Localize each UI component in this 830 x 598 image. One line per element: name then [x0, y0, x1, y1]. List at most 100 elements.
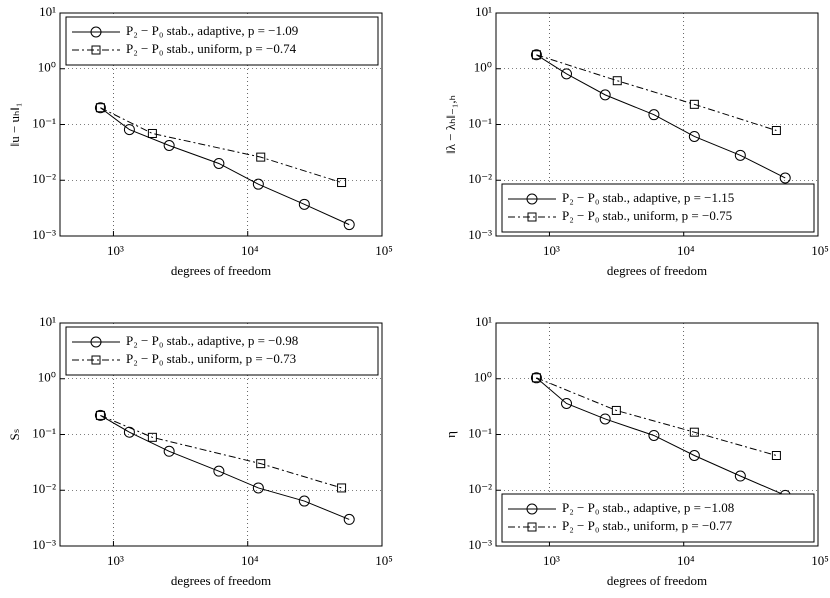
series-line: [536, 377, 777, 456]
marker: [779, 172, 791, 184]
subplot: 10³ 10⁴ 10⁵ 10⁻³ 10⁻² 10⁻¹ 10⁰ 10¹ degrees of fr…: [7, 314, 393, 588]
legend-label: P₂ − P₀ stab., uniform, p = −0.77: [562, 518, 733, 533]
marker: [612, 76, 622, 86]
legend: P₂ − P₀ stab., adaptive, p = −0.98 P₂ − P…: [65, 326, 379, 376]
y-tick-label: 10⁻³: [468, 537, 492, 552]
marker: [94, 409, 106, 421]
series-line: [100, 107, 350, 226]
marker: [527, 212, 537, 222]
y-tick-label: 10⁻³: [468, 227, 492, 242]
marker: [771, 451, 781, 461]
x-tick-label: 10⁵: [375, 243, 393, 258]
marker: [252, 178, 264, 190]
marker: [599, 413, 611, 425]
marker: [298, 495, 310, 507]
series-line: [536, 377, 786, 496]
y-tick-label: 10⁻¹: [32, 425, 56, 440]
legend-box: [501, 493, 815, 543]
y-tick-label: 10⁻²: [32, 171, 56, 186]
marker: [530, 372, 542, 384]
marker: [123, 124, 135, 136]
marker: [734, 470, 746, 482]
axes-frame: [59, 322, 383, 547]
marker: [527, 522, 537, 532]
series-line: [100, 107, 342, 184]
subplot: 10³ 10⁴ 10⁵ 10⁻³ 10⁻² 10⁻¹ 10⁰ 10¹ degrees of fr…: [7, 4, 393, 278]
marker: [561, 397, 573, 409]
x-axis-label: degrees of freedom: [171, 573, 271, 588]
x-tick-label: 10³: [107, 243, 124, 258]
legend: P₂ − P₀ stab., adaptive, p = −1.08 P₂ − P…: [501, 493, 815, 543]
axes-frame: [495, 12, 819, 237]
marker: [530, 49, 542, 61]
marker: [688, 130, 700, 142]
x-tick-label: 10⁵: [375, 553, 393, 568]
legend-label: P₂ − P₀ stab., adaptive, p = −0.98: [126, 333, 298, 348]
marker: [561, 68, 573, 80]
marker: [256, 459, 266, 469]
x-axis-label: degrees of freedom: [607, 573, 707, 588]
legend-box: [65, 16, 379, 66]
legend-label: P₂ − P₀ stab., adaptive, p = −1.09: [126, 23, 298, 38]
marker: [147, 128, 157, 138]
y-tick-label: 10¹: [475, 4, 492, 19]
marker: [163, 445, 175, 457]
series-line: [100, 414, 350, 520]
x-tick-label: 10⁵: [811, 553, 829, 568]
marker: [147, 432, 157, 442]
x-tick-label: 10⁴: [241, 553, 259, 568]
legend: P₂ − P₀ stab., adaptive, p = −1.15 P₂ − P…: [501, 183, 815, 233]
marker: [343, 513, 355, 525]
marker: [526, 193, 538, 205]
x-axis-label: degrees of freedom: [607, 263, 707, 278]
x-tick-label: 10³: [107, 553, 124, 568]
y-tick-label: 10⁻¹: [468, 115, 492, 130]
marker: [689, 99, 699, 109]
subplot: 10³ 10⁴ 10⁵ 10⁻³ 10⁻² 10⁻¹ 10⁰ 10¹ degrees of fr…: [443, 314, 829, 588]
marker: [90, 26, 102, 38]
marker: [298, 198, 310, 210]
marker: [90, 336, 102, 348]
y-tick-label: 10⁰: [474, 370, 492, 385]
marker: [611, 405, 621, 415]
marker: [734, 149, 746, 161]
series-line: [536, 54, 777, 131]
subplot: 10³ 10⁴ 10⁵ 10⁻³ 10⁻² 10⁻¹ 10⁰ 10¹ degrees of fr…: [443, 4, 829, 278]
marker: [526, 503, 538, 515]
legend-box: [501, 183, 815, 233]
x-axis-label: degrees of freedom: [171, 263, 271, 278]
axes-frame: [59, 12, 383, 237]
series-line: [100, 414, 342, 489]
y-axis-label: Sₛ: [7, 428, 22, 440]
x-tick-label: 10⁵: [811, 243, 829, 258]
marker: [95, 103, 105, 113]
marker: [213, 157, 225, 169]
legend-label: P₂ − P₀ stab., uniform, p = −0.75: [562, 208, 732, 223]
marker: [531, 50, 541, 60]
y-tick-label: 10⁻³: [32, 227, 56, 242]
marker: [94, 102, 106, 114]
legend-label: P₂ − P₀ stab., uniform, p = −0.74: [126, 41, 297, 56]
y-axis-label: ‖u − uₕ‖₁: [7, 103, 22, 147]
y-tick-label: 10¹: [475, 314, 492, 329]
marker: [689, 427, 699, 437]
y-tick-label: 10⁰: [38, 60, 56, 75]
legend: P₂ − P₀ stab., adaptive, p = −1.09 P₂ − P…: [65, 16, 379, 66]
y-tick-label: 10⁻²: [468, 481, 492, 496]
marker: [91, 355, 101, 365]
y-tick-label: 10¹: [39, 4, 56, 19]
marker: [95, 410, 105, 420]
y-tick-label: 10⁻³: [32, 537, 56, 552]
x-tick-label: 10⁴: [677, 553, 695, 568]
y-tick-label: 10⁻²: [32, 481, 56, 496]
marker: [252, 482, 264, 494]
marker: [648, 429, 660, 441]
x-tick-label: 10³: [543, 243, 560, 258]
marker: [163, 140, 175, 152]
y-tick-label: 10¹: [39, 314, 56, 329]
y-tick-label: 10⁻¹: [32, 115, 56, 130]
legend-box: [65, 326, 379, 376]
marker: [688, 450, 700, 462]
marker: [343, 219, 355, 231]
